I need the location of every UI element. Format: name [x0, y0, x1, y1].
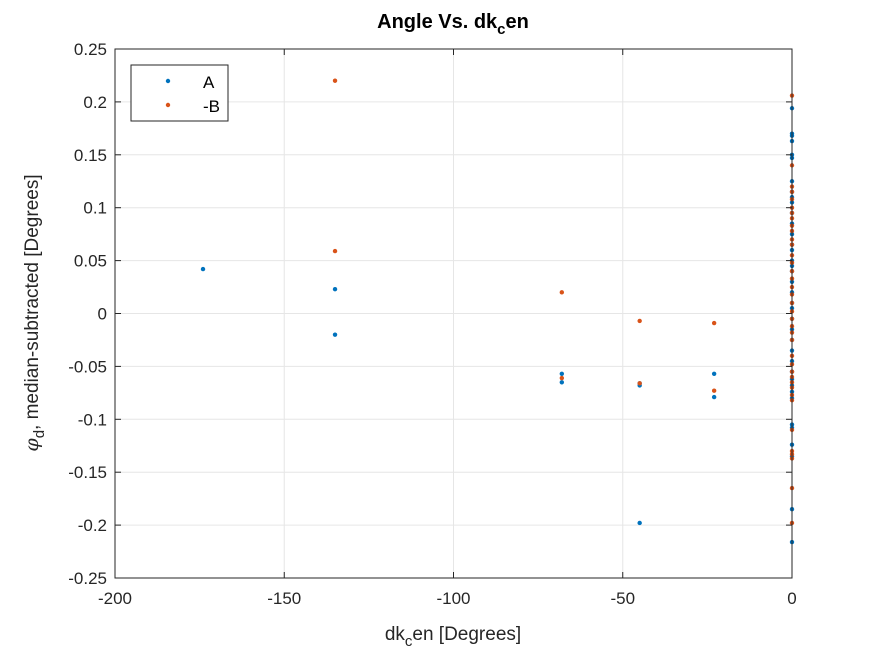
x-axis-label: dkcen [Degrees] — [385, 624, 521, 650]
x-tick-label: -200 — [98, 589, 132, 608]
legend-marker-b — [165, 102, 171, 108]
axis-ticks: -200 -150 -100 -50 0 0.25 0.2 0.15 0.1 0.05 0 -0.05… — [68, 40, 796, 608]
grid-lines — [114, 48, 793, 579]
data-point-a — [332, 332, 338, 337]
legend: A -B — [130, 64, 229, 122]
y-tick-label: 0 — [98, 305, 107, 324]
data-point-a — [200, 266, 206, 272]
y-tick-label: 0.2 — [83, 93, 107, 112]
chart-title: Angle Vs. dkcen — [377, 11, 529, 38]
y-tick-label: 0.05 — [74, 252, 107, 271]
data-point-a — [559, 380, 565, 385]
y-axis-label: φd, median-subtracted [Degrees] — [21, 174, 48, 451]
x-tick-label: -150 — [267, 589, 301, 608]
data-point-b — [559, 290, 565, 295]
y-tick-label: 0.25 — [74, 40, 107, 59]
y-tick-label: -0.25 — [68, 569, 107, 588]
data-point-a — [711, 371, 717, 377]
data-point-b — [332, 248, 338, 254]
data-point-a — [711, 394, 717, 400]
legend-box — [130, 64, 229, 122]
data-point-b — [637, 318, 642, 324]
y-tick-label: 0.15 — [74, 146, 107, 165]
data-point-b — [332, 78, 338, 83]
y-tick-label: 0.1 — [83, 199, 107, 218]
legend-label-a: A — [203, 73, 215, 92]
data-point-a — [332, 286, 338, 292]
x-tick-label: 0 — [787, 589, 796, 608]
legend-marker-a — [165, 78, 171, 84]
y-tick-label: -0.05 — [68, 357, 107, 376]
data-point-a — [559, 371, 565, 377]
x-tick-label: -50 — [610, 589, 635, 608]
legend-label-b: -B — [203, 97, 220, 116]
data-point-b — [711, 388, 717, 393]
data-point-b — [559, 375, 565, 381]
y-tick-label: -0.2 — [78, 516, 107, 535]
data-point-a — [637, 520, 642, 526]
data-point-b — [637, 381, 642, 386]
x-tick-label: -100 — [436, 589, 470, 608]
y-tick-label: -0.1 — [78, 410, 107, 429]
y-tick-label: -0.15 — [68, 463, 107, 482]
data-point-b — [711, 320, 717, 326]
